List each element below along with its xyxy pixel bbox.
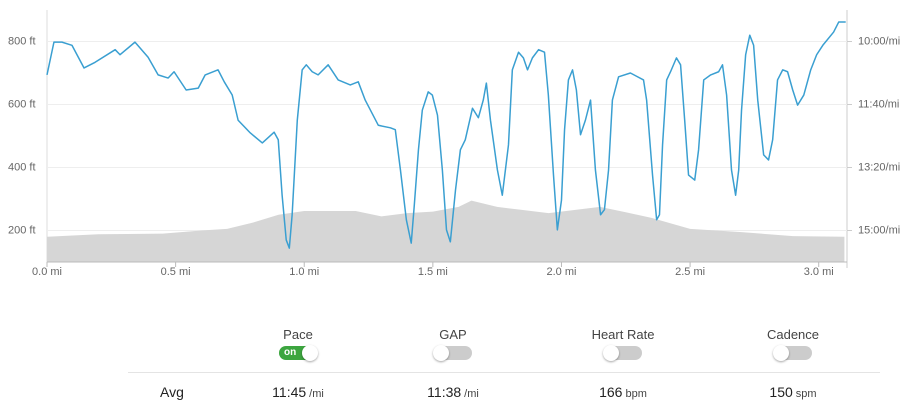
x-tick-label: 0.0 mi bbox=[32, 266, 62, 278]
metric-avg: 11:38/mi bbox=[373, 384, 533, 400]
x-tick-label: 2.0 mi bbox=[546, 266, 576, 278]
x-tick-label: 0.5 mi bbox=[161, 266, 191, 278]
avg-unit: bpm bbox=[625, 388, 647, 400]
avg-value: 150 bbox=[769, 384, 793, 400]
avg-unit: /mi bbox=[309, 388, 324, 400]
metric-avg: 150 spm bbox=[713, 384, 873, 400]
y-tick-label: 600 ft bbox=[8, 98, 36, 110]
x-tick-label: 2.5 mi bbox=[675, 266, 705, 278]
avg-value: 11:45 bbox=[272, 384, 307, 400]
toggle-cell bbox=[713, 345, 873, 361]
y-tick-label: 400 ft bbox=[8, 161, 36, 173]
metric-label: GAP bbox=[439, 327, 467, 342]
x-tick-label: 1.5 mi bbox=[418, 266, 448, 278]
toggle[interactable] bbox=[603, 345, 642, 361]
pace-line bbox=[46, 21, 846, 249]
toggle[interactable] bbox=[433, 345, 472, 361]
toggle-cell bbox=[543, 345, 703, 361]
avg-label: Avg bbox=[160, 384, 184, 400]
toggle[interactable] bbox=[773, 345, 812, 361]
avg-value: 166 bbox=[599, 384, 623, 400]
avg-value: 11:38 bbox=[427, 384, 462, 400]
separator bbox=[128, 372, 880, 373]
avg-unit: /mi bbox=[464, 388, 479, 400]
toggle-cell: on bbox=[218, 345, 378, 361]
toggle-knob bbox=[773, 345, 789, 361]
avg-unit: spm bbox=[795, 388, 817, 400]
chart: 200 ft 400 ft 600 ft 800 ft 10:00/mi 11:40/mi… bbox=[8, 10, 900, 278]
toggle-knob bbox=[302, 345, 318, 361]
metric-label: Pace bbox=[283, 327, 313, 342]
y-tick-label: 200 ft bbox=[8, 224, 36, 236]
metric-label: Heart Rate bbox=[591, 327, 655, 342]
toggle-knob bbox=[603, 345, 619, 361]
x-tick-label: 3.0 mi bbox=[804, 266, 834, 278]
y-tick-label: 800 ft bbox=[8, 35, 36, 47]
y2-tick-label: 15:00/mi bbox=[858, 224, 900, 236]
metric-label: Cadence bbox=[766, 327, 820, 342]
toggle-cell bbox=[373, 345, 533, 361]
elevation-area bbox=[47, 200, 845, 262]
y2-tick-label: 13:20/mi bbox=[858, 161, 900, 173]
x-tick-label: 1.0 mi bbox=[289, 266, 319, 278]
y2-tick-label: 10:00/mi bbox=[858, 35, 900, 47]
metric-avg: 11:45/mi bbox=[218, 384, 378, 400]
toggle[interactable]: on bbox=[279, 345, 318, 361]
toggle-text: on bbox=[284, 347, 297, 358]
y2-tick-label: 11:40/mi bbox=[858, 98, 899, 110]
toggle-knob bbox=[433, 345, 449, 361]
metric-avg: 166 bpm bbox=[543, 384, 703, 400]
